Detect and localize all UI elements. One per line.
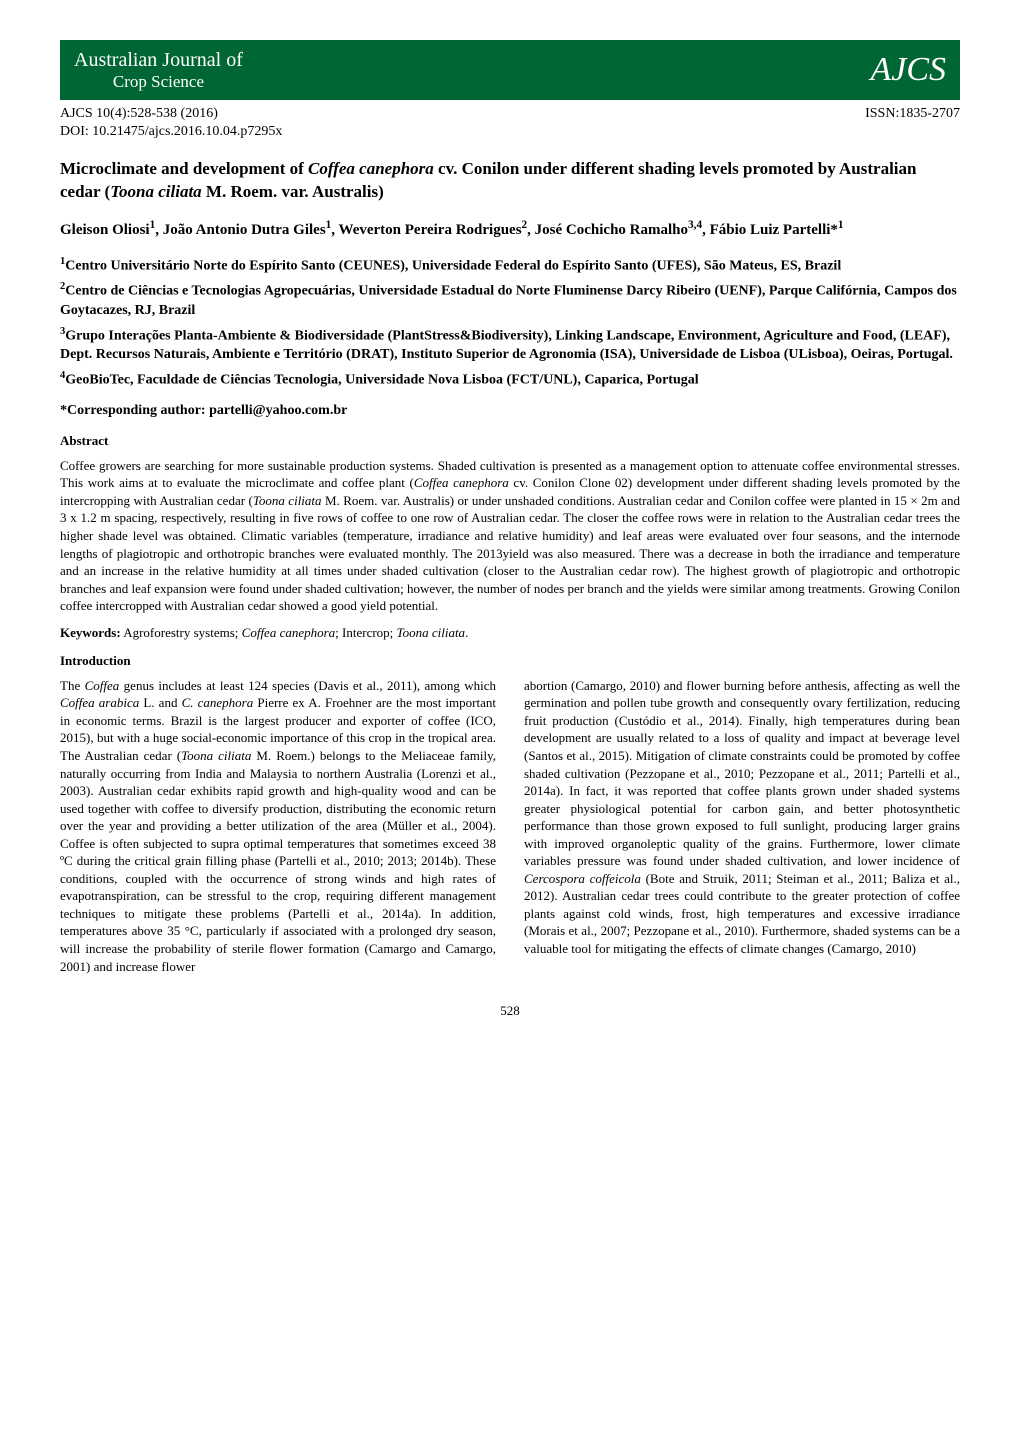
journal-title-line1: Australian Journal of [74, 48, 243, 72]
introduction-heading: Introduction [60, 653, 960, 669]
corresponding-author: *Corresponding author: partelli@yahoo.co… [60, 403, 960, 419]
journal-title-line2: Crop Science [74, 72, 243, 92]
keywords-label: Keywords: [60, 625, 121, 640]
authors-list: Gleison Oliosi1, João Antonio Dutra Gile… [60, 218, 960, 241]
abstract-heading: Abstract [60, 433, 960, 449]
journal-header: Australian Journal of Crop Science AJCS [60, 40, 960, 100]
doi-text: DOI: 10.21475/ajcs.2016.10.04.p7295x [60, 124, 960, 140]
introduction-left-column: The Coffea genus includes at least 124 s… [60, 677, 496, 975]
keywords-line: Keywords: Agroforestry systems; Coffea c… [60, 625, 960, 641]
affiliation-2: 2Centro de Ciências e Tecnologias Agrope… [60, 280, 960, 320]
abstract-body: Coffee growers are searching for more su… [60, 457, 960, 615]
page-number: 528 [60, 1003, 960, 1019]
citation-text: AJCS 10(4):528-538 (2016) [60, 106, 218, 122]
affiliation-1: 1Centro Universitário Norte do Espírito … [60, 255, 960, 277]
journal-title-block: Australian Journal of Crop Science [74, 48, 243, 92]
article-title: Microclimate and development of Coffea c… [60, 158, 960, 204]
introduction-right-column: abortion (Camargo, 2010) and flower burn… [524, 677, 960, 975]
keywords-text: Agroforestry systems; Coffea canephora; … [123, 625, 468, 640]
affiliation-4: 4GeoBioTec, Faculdade de Ciências Tecnol… [60, 369, 960, 391]
issn-text: ISSN:1835-2707 [865, 106, 960, 122]
affiliation-3: 3Grupo Interações Planta-Ambiente & Biod… [60, 325, 960, 365]
citation-row: AJCS 10(4):528-538 (2016) ISSN:1835-2707 [60, 106, 960, 122]
journal-logo-text: AJCS [870, 51, 946, 89]
introduction-columns: The Coffea genus includes at least 124 s… [60, 677, 960, 975]
